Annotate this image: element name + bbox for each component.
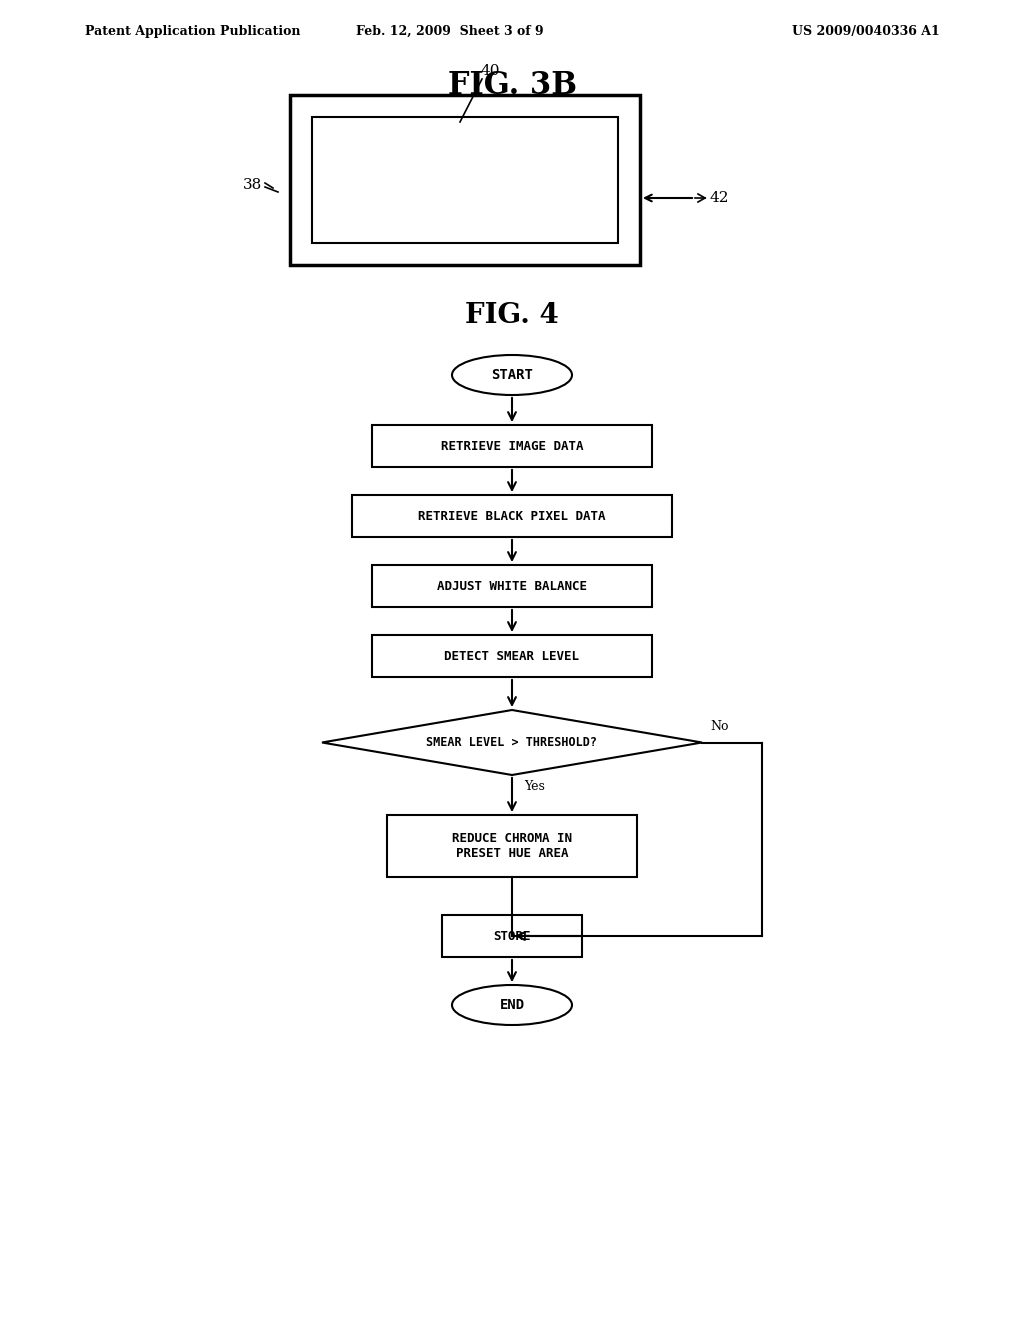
Text: SMEAR LEVEL > THRESHOLD?: SMEAR LEVEL > THRESHOLD?	[427, 737, 597, 748]
Polygon shape	[322, 710, 702, 775]
Text: FIG. 4: FIG. 4	[465, 302, 559, 329]
Text: RETRIEVE BLACK PIXEL DATA: RETRIEVE BLACK PIXEL DATA	[418, 510, 606, 523]
Bar	[290, 95, 640, 265]
Text: FIG. 3B: FIG. 3B	[447, 70, 577, 102]
Bar	[372, 635, 652, 677]
Bar	[442, 915, 582, 957]
Text: 40: 40	[480, 63, 500, 78]
Text: Feb. 12, 2009  Sheet 3 of 9: Feb. 12, 2009 Sheet 3 of 9	[356, 25, 544, 38]
Text: START: START	[492, 368, 532, 381]
Text: ADJUST WHITE BALANCE: ADJUST WHITE BALANCE	[437, 579, 587, 593]
Bar	[352, 495, 672, 537]
Text: 42: 42	[710, 191, 729, 205]
Text: US 2009/0040336 A1: US 2009/0040336 A1	[793, 25, 940, 38]
Bar	[387, 814, 637, 876]
Ellipse shape	[452, 985, 572, 1026]
Bar	[372, 425, 652, 467]
Text: No: No	[710, 719, 728, 733]
Text: RETRIEVE IMAGE DATA: RETRIEVE IMAGE DATA	[440, 440, 584, 453]
Text: REDUCE CHROMA IN
PRESET HUE AREA: REDUCE CHROMA IN PRESET HUE AREA	[452, 832, 572, 861]
Text: Patent Application Publication: Patent Application Publication	[85, 25, 300, 38]
Text: DETECT SMEAR LEVEL: DETECT SMEAR LEVEL	[444, 649, 580, 663]
Bar	[312, 117, 618, 243]
Text: STORE: STORE	[494, 929, 530, 942]
Bar	[372, 565, 652, 607]
Text: Yes: Yes	[524, 780, 545, 793]
Ellipse shape	[452, 355, 572, 395]
Text: 38: 38	[243, 178, 262, 191]
Text: END: END	[500, 998, 524, 1012]
